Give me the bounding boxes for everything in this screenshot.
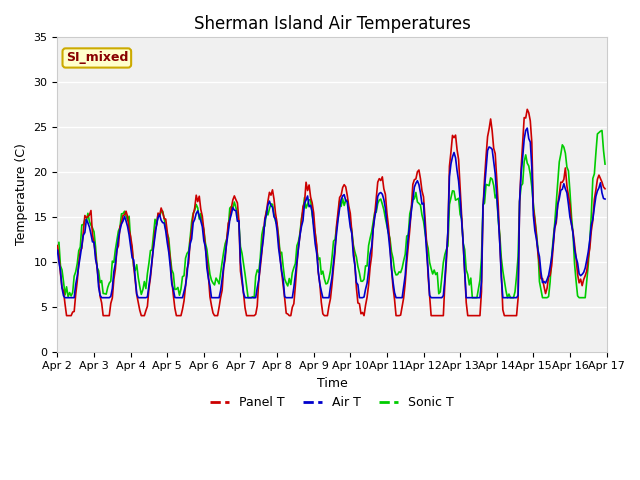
Sonic T <box>598 128 606 133</box>
Line: Sonic T: Sonic T <box>58 131 605 298</box>
Air T <box>122 218 130 224</box>
Sonic T <box>601 161 609 167</box>
Panel T <box>54 243 61 249</box>
Panel T <box>573 271 581 277</box>
Sonic T <box>246 295 253 300</box>
Air T <box>294 246 302 252</box>
Air T <box>573 260 581 266</box>
Panel T <box>524 107 531 112</box>
Y-axis label: Temperature (C): Temperature (C) <box>15 144 28 245</box>
Panel T <box>601 186 609 192</box>
Sonic T <box>235 221 243 227</box>
X-axis label: Time: Time <box>317 377 348 390</box>
Air T <box>601 196 609 202</box>
Sonic T <box>244 295 252 300</box>
Air T <box>218 276 226 282</box>
Air T <box>61 295 69 300</box>
Title: Sherman Island Air Temperatures: Sherman Island Air Temperatures <box>193 15 470 33</box>
Air T <box>246 295 253 300</box>
Panel T <box>122 208 130 214</box>
Air T <box>54 247 61 253</box>
Line: Panel T: Panel T <box>58 109 605 316</box>
Sonic T <box>121 208 129 214</box>
Panel T <box>237 268 244 274</box>
Sonic T <box>217 270 225 276</box>
Air T <box>524 125 531 131</box>
Panel T <box>246 313 253 319</box>
Line: Air T: Air T <box>58 128 605 298</box>
Sonic T <box>294 239 302 244</box>
Panel T <box>294 244 302 250</box>
Panel T <box>63 313 70 319</box>
Text: SI_mixed: SI_mixed <box>66 51 128 64</box>
Sonic T <box>54 242 61 248</box>
Air T <box>237 259 244 265</box>
Panel T <box>218 287 226 293</box>
Sonic T <box>572 278 580 284</box>
Legend: Panel T, Air T, Sonic T: Panel T, Air T, Sonic T <box>205 391 459 414</box>
